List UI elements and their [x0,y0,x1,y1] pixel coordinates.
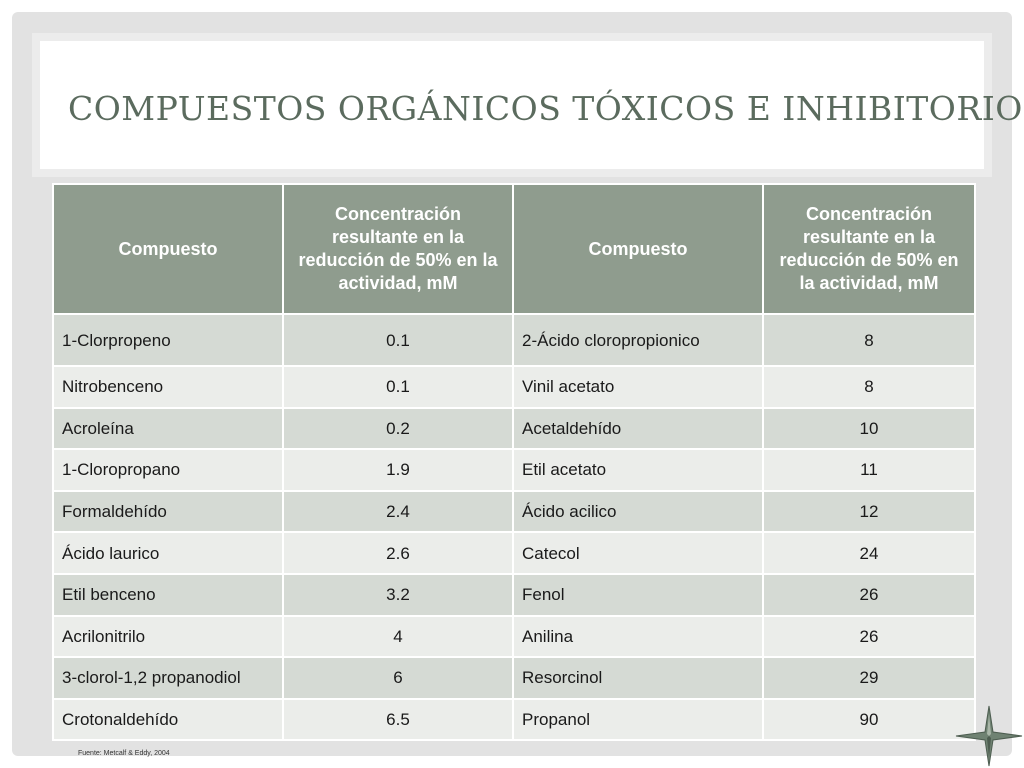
source-citation: Fuente: Metcalf & Eddy, 2004 [78,750,170,757]
table-row: 3-clorol-1,2 propanodiol 6 Resorcinol 29 [52,656,976,700]
concentration-cell: 0.2 [282,406,514,451]
header-compound-2: Compuesto [512,183,764,315]
compound-cell: Acrilonitrilo [52,614,284,659]
compound-cell: Crotonaldehído [52,697,284,742]
compound-cell: Vinil acetato [512,365,764,409]
table-row: Etil benceno 3.2 Fenol 26 [52,572,976,617]
concentration-cell: 26 [762,572,976,617]
compound-cell: Catecol [512,531,764,575]
table-row: Nitrobenceno 0.1 Vinil acetato 8 [52,365,976,409]
header-concentration-1: Concentración resultante en la reducción… [282,183,514,315]
compound-cell: Propanol [512,697,764,742]
table-row: 1-Clorpropeno 0.1 2-Ácido cloropropionico 8 [52,313,976,367]
compound-cell: Resorcinol [512,656,764,700]
concentration-cell: 26 [762,614,976,659]
concentration-cell: 10 [762,406,976,451]
table-row: Ácido laurico 2.6 Catecol 24 [52,531,976,575]
compass-star-icon [955,705,1023,767]
concentration-cell: 3.2 [282,572,514,617]
slide-title: COMPUESTOS ORGÁNICOS TÓXICOS E INHIBITOR… [68,89,1024,128]
table-row: 1-Cloropropano 1.9 Etil acetato 11 [52,448,976,492]
concentration-cell: 1.9 [282,448,514,492]
concentration-cell: 4 [282,614,514,659]
table-row: Acrilonitrilo 4 Anilina 26 [52,614,976,659]
header-row: Compuesto Concentración resultante en la… [52,183,976,315]
compound-cell: 1-Cloropropano [52,448,284,492]
compound-cell: Formaldehído [52,489,284,534]
inhibitors-table: Compuesto Concentración resultante en la… [52,183,976,742]
concentration-cell: 8 [762,365,976,409]
concentration-cell: 6.5 [282,697,514,742]
concentration-cell: 6 [282,656,514,700]
table-header: Compuesto Concentración resultante en la… [52,183,976,315]
compound-cell: Ácido laurico [52,531,284,575]
header-concentration-2: Concentración resultante en la reducción… [762,183,976,315]
compound-cell: Acetaldehído [512,406,764,451]
title-box: COMPUESTOS ORGÁNICOS TÓXICOS E INHIBITOR… [32,33,1024,177]
header-compound-1: Compuesto [52,183,284,315]
table-body: 1-Clorpropeno 0.1 2-Ácido cloropropionico 8… [52,313,976,742]
compound-cell: Etil benceno [52,572,284,617]
concentration-cell: 12 [762,489,976,534]
compound-cell: Anilina [512,614,764,659]
concentration-cell: 0.1 [282,313,514,367]
compound-cell: 2-Ácido cloropropionico [512,313,764,367]
concentration-cell: 2.4 [282,489,514,534]
compound-cell: Ácido acilico [512,489,764,534]
compound-cell: Etil acetato [512,448,764,492]
compound-cell: 1-Clorpropeno [52,313,284,367]
table-row: Crotonaldehído 6.5 Propanol 90 [52,697,976,742]
compound-cell: Fenol [512,572,764,617]
concentration-cell: 8 [762,313,976,367]
concentration-cell: 90 [762,697,976,742]
concentration-cell: 24 [762,531,976,575]
concentration-cell: 29 [762,656,976,700]
compound-cell: Acroleína [52,406,284,451]
table-row: Formaldehído 2.4 Ácido acilico 12 [52,489,976,534]
table-row: Acroleína 0.2 Acetaldehído 10 [52,406,976,451]
compound-cell: Nitrobenceno [52,365,284,409]
compound-cell: 3-clorol-1,2 propanodiol [52,656,284,700]
concentration-cell: 2.6 [282,531,514,575]
concentration-cell: 0.1 [282,365,514,409]
concentration-cell: 11 [762,448,976,492]
